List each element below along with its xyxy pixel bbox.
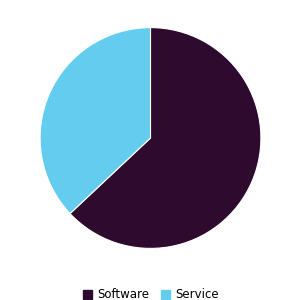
Wedge shape bbox=[70, 28, 261, 248]
Legend: Software, Service: Software, Service bbox=[78, 284, 223, 300]
Wedge shape bbox=[40, 28, 150, 214]
